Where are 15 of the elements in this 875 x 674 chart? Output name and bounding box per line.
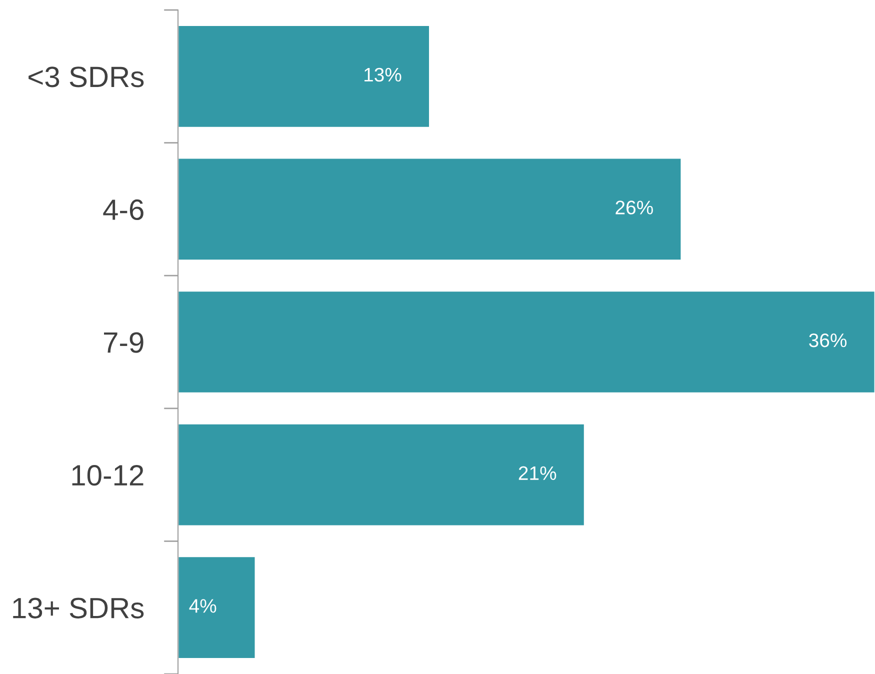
data-label: 4% [189, 599, 216, 613]
data-label: 26% [616, 200, 653, 214]
y-tick-label: 13+ SDRs [13, 598, 144, 618]
data-label: 13% [364, 68, 402, 82]
bar [178, 556, 256, 660]
y-tick-label: 7-9 [104, 332, 144, 353]
bar [178, 157, 682, 262]
y-tick-label: 10-12 [72, 465, 144, 486]
data-label: 21% [518, 466, 556, 480]
bar [178, 24, 430, 128]
data-label: 36% [809, 333, 847, 348]
y-tick-label: 4-6 [103, 199, 144, 220]
bar [178, 290, 875, 394]
y-tick-label: <3 SDRs [28, 66, 144, 88]
bar [178, 422, 586, 527]
